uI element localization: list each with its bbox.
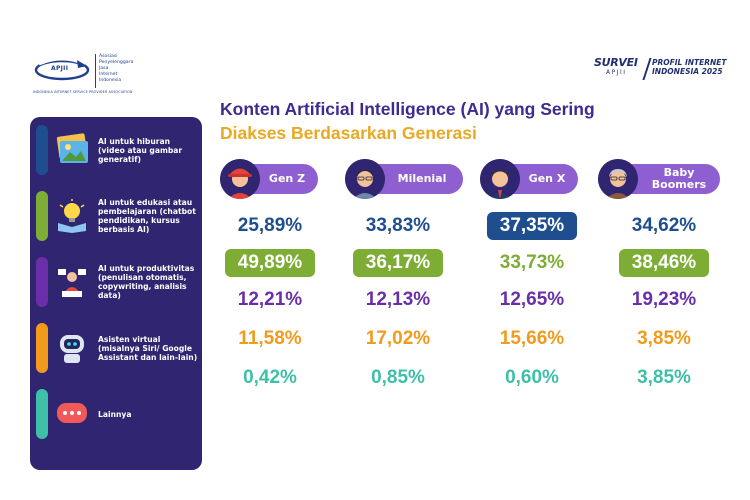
- generation-header: Gen Z: [220, 159, 318, 199]
- category-label: AI untuk edukasi atau pembelajaran (chat…: [98, 198, 196, 234]
- robot-assistant-icon: [60, 335, 84, 363]
- survey-slash: [642, 58, 652, 80]
- chat-bubble-icon: [57, 403, 87, 423]
- value-cell: 37,35%: [487, 212, 577, 240]
- value-cell: 11,58%: [238, 328, 302, 349]
- value-cell: 0,85%: [371, 367, 425, 388]
- value-cell: 15,66%: [499, 328, 565, 349]
- category-row: AI untuk edukasi atau pembelajaran (chat…: [30, 185, 202, 247]
- productivity-worker-icon: [58, 269, 86, 297]
- survey-sub: APJII: [606, 69, 627, 76]
- value-cell: 3,85%: [637, 367, 691, 388]
- category-label: Lainnya: [98, 409, 132, 419]
- category-color-bar: [36, 125, 48, 175]
- category-row: Lainnya: [30, 383, 202, 445]
- value-cell: 12,13%: [365, 289, 431, 310]
- genz-avatar-icon: [220, 159, 260, 199]
- value-cell: 12,21%: [237, 289, 303, 310]
- category-color-bar: [36, 389, 48, 439]
- boomer-avatar-icon: [598, 159, 638, 199]
- lightbulb-book-icon: [58, 199, 86, 233]
- apjii-logo: APJII Asosiasi Penyelenggara Jasa Intern…: [33, 52, 183, 96]
- value-cell: 36,17%: [353, 249, 443, 277]
- apjii-divider: [95, 54, 96, 88]
- survey-title: SURVEI: [594, 56, 638, 69]
- apjii-swoosh-icon: [34, 57, 90, 81]
- category-label: Asisten virtual (misalnya Siri/ Google A…: [98, 334, 198, 362]
- category-label: AI untuk produktivitas (penulisan otomat…: [98, 264, 195, 300]
- generation-header: Baby Boomers: [598, 159, 720, 199]
- chart-title: Konten Artificial Intelligence (AI) yang…: [220, 97, 700, 145]
- value-cell: 33,73%: [499, 252, 565, 273]
- value-cell: 49,89%: [225, 249, 315, 277]
- value-cell: 34,62%: [631, 215, 697, 236]
- generation-header: Milenial: [345, 159, 463, 199]
- value-cell: 12,65%: [499, 289, 565, 310]
- value-cell: 17,02%: [365, 328, 431, 349]
- chart-title-line2: Diakses Berdasarkan Generasi: [220, 123, 477, 143]
- value-cell: 3,85%: [637, 328, 691, 349]
- value-cell: 33,83%: [365, 215, 431, 236]
- value-cell: 0,42%: [243, 367, 297, 388]
- apjii-tagline: INDONESIA INTERNET SERVICE PROVIDER ASSO…: [33, 90, 133, 94]
- image-gallery-icon: [56, 133, 88, 163]
- category-row: AI untuk produktivitas (penulisan otomat…: [30, 251, 202, 313]
- category-color-bar: [36, 191, 48, 241]
- apjii-name: Asosiasi Penyelenggara Jasa Internet Ind…: [99, 54, 134, 83]
- category-panel: AI untuk hiburan (video atau gambar gene…: [30, 117, 202, 470]
- value-cell: 19,23%: [631, 289, 697, 310]
- value-cell: 25,89%: [237, 215, 303, 236]
- survey-profil: PROFIL INTERNET INDONESIA 2025: [652, 58, 727, 76]
- category-color-bar: [36, 323, 48, 373]
- value-cell: 38,46%: [619, 249, 709, 277]
- apjii-word: APJII: [51, 65, 69, 72]
- value-cell: 0,60%: [505, 367, 559, 388]
- genx-avatar-icon: [480, 159, 520, 199]
- category-label: AI untuk hiburan (video atau gambar gene…: [98, 136, 183, 164]
- category-row: Asisten virtual (misalnya Siri/ Google A…: [30, 317, 202, 379]
- category-color-bar: [36, 257, 48, 307]
- category-row: AI untuk hiburan (video atau gambar gene…: [30, 119, 202, 181]
- survey-logo: SURVEI APJII PROFIL INTERNET INDONESIA 2…: [594, 56, 729, 86]
- generation-header: Gen X: [480, 159, 578, 199]
- chart-title-line1: Konten Artificial Intelligence (AI) yang…: [220, 99, 595, 119]
- milenial-avatar-icon: [345, 159, 385, 199]
